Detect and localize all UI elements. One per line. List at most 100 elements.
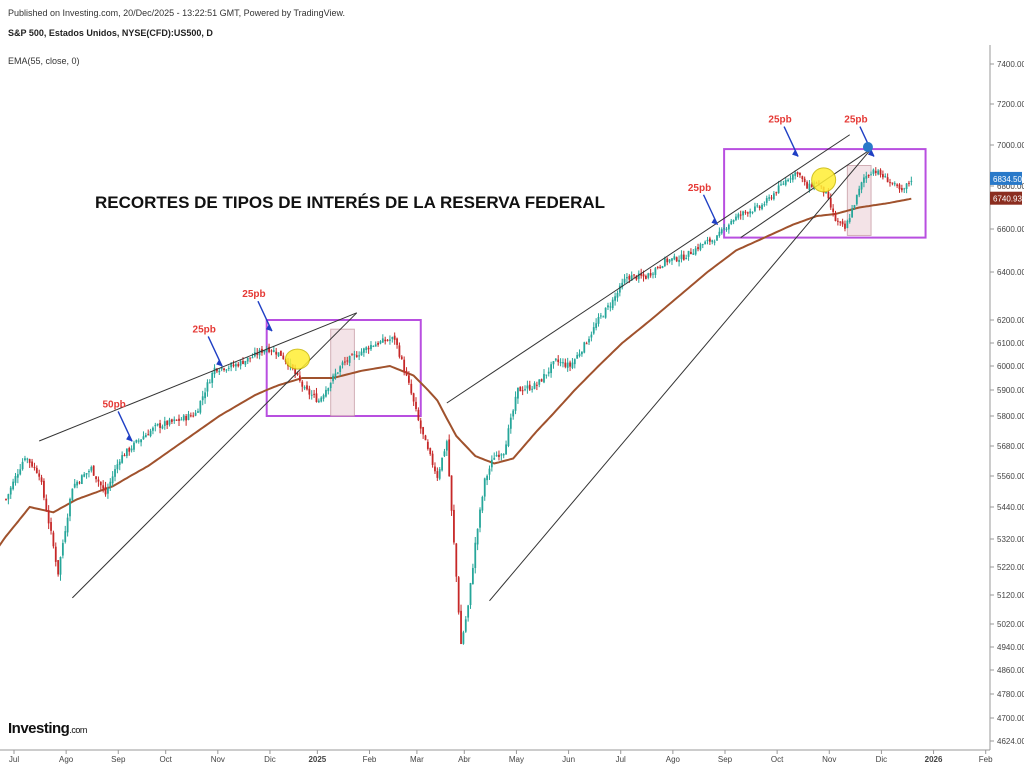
candle-body [125,448,128,457]
candle-body [666,258,669,263]
highlight-circle [811,167,837,193]
candle-body [597,316,600,324]
candle-body [107,488,109,494]
candle-body [246,357,249,362]
candle-body [211,372,214,383]
candle-body [471,567,474,585]
candle-body [737,214,740,218]
candle-body [680,254,683,260]
candle-body [220,367,223,370]
cut-arrow-head [216,359,223,367]
candle-body [637,273,640,279]
candle-body [123,455,126,457]
candle-body [903,188,906,190]
candle-body [628,276,631,280]
candle-body [590,334,593,338]
candle-body [735,216,737,220]
candle-body [531,388,534,390]
cut-label: 25pb [844,115,867,126]
candle-body [441,457,443,471]
candle-body [481,496,484,511]
candle-body [910,180,913,182]
candle-body [649,273,652,276]
candle-body [277,352,280,357]
candle-body [225,369,228,371]
candle-body [227,367,230,369]
candle-body [422,427,425,435]
candle-body [500,454,503,456]
candle-body [327,388,330,392]
candle-body [372,345,375,347]
cut-label: 25pb [688,183,711,194]
candle-body [348,356,351,363]
y-tick-label: 7400.00 [997,60,1024,69]
candle-body [882,174,884,178]
candle-body [623,278,626,283]
candle-body [448,439,451,477]
candle-body [152,427,154,431]
candle-body [746,212,749,214]
candle-body [659,266,662,268]
candle-body [19,469,22,475]
candle-body [661,266,664,269]
candle-body [216,368,218,372]
candle-body [559,362,562,364]
candle-body [630,275,633,281]
candle-body [175,419,178,421]
candle-body [768,197,771,199]
candle-body [71,488,74,501]
candle-body [889,182,891,184]
candle-body [85,473,88,475]
published-note: Published on Investing.com, 20/Dec/2025 … [8,8,346,18]
candle-body [336,372,339,374]
y-tick-label: 5900.00 [997,386,1024,395]
candle-body [334,373,337,377]
candle-body [396,338,398,345]
candle-body [130,448,133,451]
candle-body [223,368,225,371]
candle-body [810,184,813,188]
current-price-badge [990,171,1022,185]
candle-body [761,204,763,210]
candle-body [410,383,413,394]
candle-body [671,258,673,261]
candle-body [687,250,690,257]
consolidation-box-right [723,148,927,239]
candle-body [744,211,747,213]
y-tick-label: 5560.00 [997,472,1024,481]
candle-body [197,411,199,413]
x-tick-label: Feb [979,755,993,764]
candle-body [524,389,526,391]
candle-body [161,426,164,429]
candle-body [97,479,100,482]
candle-body [507,428,510,447]
annotations: 50pb 25pb 25pb 25pb 25pb 25pb [102,115,875,442]
candle-body [713,241,716,243]
candle-body [185,415,188,421]
candle-body [701,244,704,246]
candle-body [896,184,899,186]
event-marker [862,142,873,153]
candle-body [571,362,574,368]
candle-body [533,383,536,389]
candle-body [545,374,548,376]
y-tick-label: 6200.00 [997,316,1024,325]
candle-body [12,481,15,490]
candle-body [50,522,52,531]
candle-body [61,543,64,556]
x-tick-label: Dic [876,755,888,764]
candle-body [682,254,685,260]
candle-body [611,299,614,309]
x-tick-label: Ago [59,755,74,764]
candle-body [35,467,38,474]
instrument-title: S&P 500, Estados Unidos, NYSE(CFD):US500… [8,28,213,38]
cut-label: 25pb [768,115,791,126]
x-tick-label: May [509,755,524,764]
candle-body [479,509,481,528]
candle-body [564,362,567,367]
candle-body [24,458,26,461]
candle-body [791,174,794,180]
candle-body [182,415,185,421]
x-tick-label: Oct [159,755,172,764]
